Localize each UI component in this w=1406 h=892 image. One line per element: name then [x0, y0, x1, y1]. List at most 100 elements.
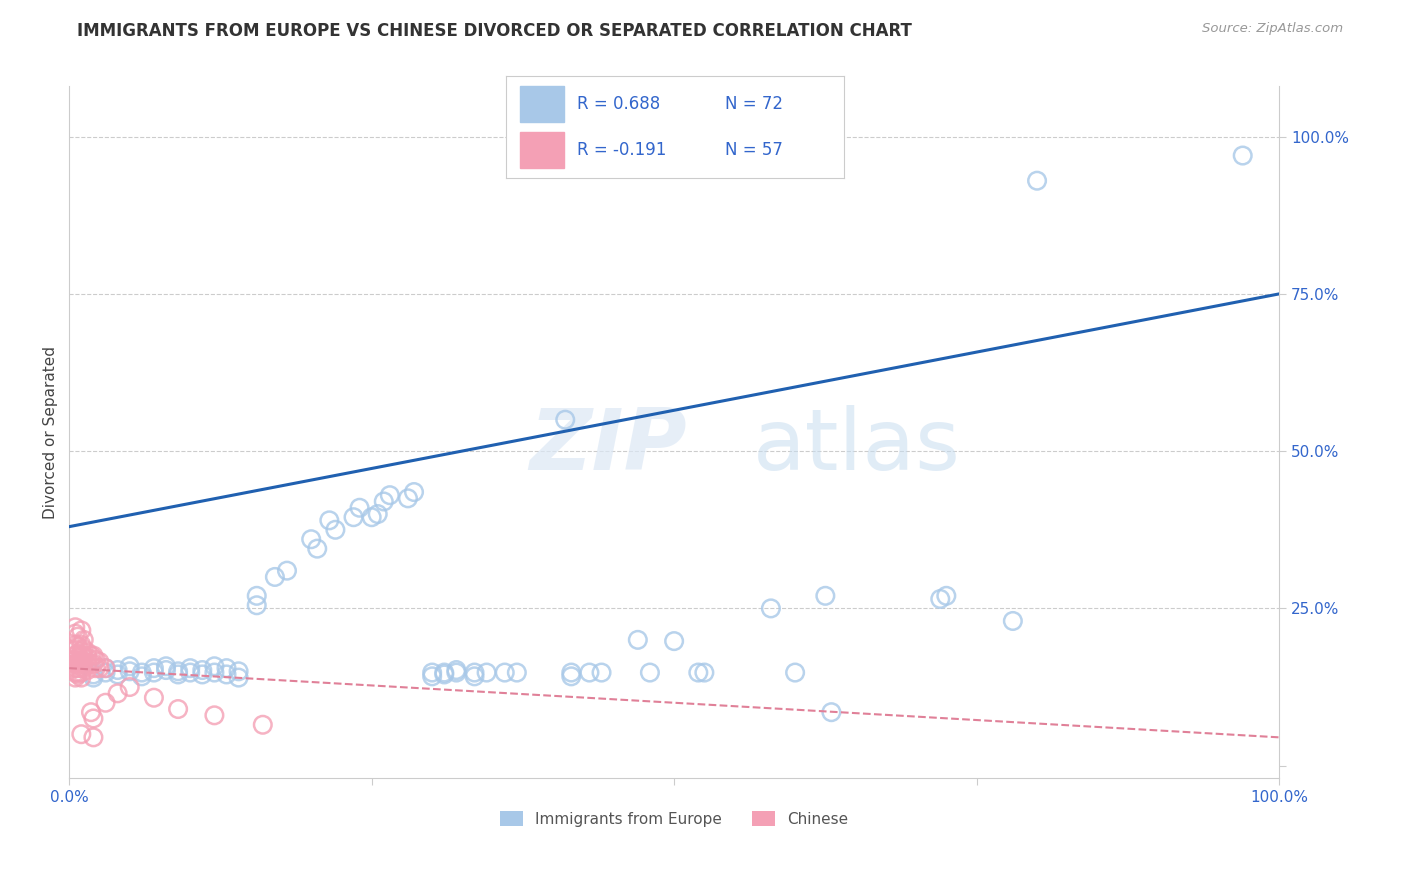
Point: [342, 510, 364, 524]
Point: [84, 653, 107, 667]
Point: [155, 663, 177, 677]
Point: [73, 632, 96, 647]
Point: [378, 488, 401, 502]
Point: [142, 665, 165, 680]
Point: [325, 523, 347, 537]
Point: [70, 624, 93, 638]
Point: [70, 661, 93, 675]
Point: [446, 663, 468, 677]
Point: [202, 665, 225, 680]
Point: [65, 661, 87, 675]
Point: [70, 648, 93, 663]
Point: [252, 718, 274, 732]
Point: [66, 661, 89, 675]
Point: [65, 626, 87, 640]
Text: IMMIGRANTS FROM EUROPE VS CHINESE DIVORCED OR SEPARATED CORRELATION CHART: IMMIGRANTS FROM EUROPE VS CHINESE DIVORC…: [77, 22, 912, 40]
Bar: [520, 87, 564, 122]
Y-axis label: Divorced or Separated: Divorced or Separated: [44, 346, 58, 519]
Point: [73, 655, 96, 669]
Point: [66, 665, 89, 680]
Point: [76, 657, 98, 671]
Point: [70, 665, 93, 680]
Point: [814, 589, 837, 603]
Point: [107, 667, 129, 681]
Point: [82, 667, 104, 681]
Text: R = -0.191: R = -0.191: [576, 141, 666, 159]
Point: [84, 661, 107, 675]
Point: [142, 690, 165, 705]
Point: [402, 485, 425, 500]
Point: [82, 671, 104, 685]
Point: [433, 665, 456, 680]
Point: [307, 541, 329, 556]
Point: [299, 533, 322, 547]
Point: [396, 491, 419, 506]
Point: [70, 644, 93, 658]
Point: [73, 648, 96, 663]
Point: [65, 638, 87, 652]
Point: [215, 667, 238, 681]
Point: [118, 680, 141, 694]
Point: [560, 665, 582, 680]
Point: [65, 642, 87, 657]
Point: [693, 665, 716, 680]
Point: [167, 702, 190, 716]
Point: [65, 665, 87, 680]
Point: [66, 639, 89, 653]
Point: [167, 667, 190, 681]
Point: [73, 661, 96, 675]
Point: [82, 648, 104, 663]
Point: [94, 661, 117, 675]
Point: [202, 708, 225, 723]
Point: [94, 665, 117, 680]
Point: [276, 564, 298, 578]
Point: [65, 620, 87, 634]
Point: [66, 647, 89, 661]
Point: [66, 655, 89, 669]
Point: [107, 686, 129, 700]
Point: [246, 589, 269, 603]
Point: [494, 665, 516, 680]
Text: ZIP: ZIP: [529, 405, 686, 488]
Point: [179, 665, 201, 680]
Point: [179, 661, 201, 675]
Point: [89, 661, 111, 675]
Point: [475, 665, 498, 680]
Text: Source: ZipAtlas.com: Source: ZipAtlas.com: [1202, 22, 1343, 36]
Point: [70, 638, 93, 652]
Point: [82, 657, 104, 671]
Point: [80, 705, 103, 719]
Point: [65, 648, 87, 663]
Point: [785, 665, 807, 680]
Point: [578, 665, 600, 680]
Point: [627, 632, 650, 647]
Point: [228, 665, 250, 679]
Point: [76, 650, 98, 665]
Bar: [520, 132, 564, 168]
Point: [264, 570, 287, 584]
Point: [463, 669, 485, 683]
Point: [662, 634, 685, 648]
Legend: Immigrants from Europe, Chinese: Immigrants from Europe, Chinese: [494, 805, 855, 833]
Point: [820, 705, 842, 719]
Point: [560, 669, 582, 683]
Point: [246, 599, 269, 613]
Point: [202, 659, 225, 673]
Text: R = 0.688: R = 0.688: [576, 95, 661, 113]
Point: [638, 665, 661, 680]
Point: [65, 671, 87, 685]
Point: [82, 711, 104, 725]
Point: [73, 642, 96, 657]
Point: [191, 663, 214, 677]
Point: [191, 667, 214, 681]
Point: [66, 650, 89, 665]
Point: [1026, 174, 1049, 188]
Point: [65, 657, 87, 671]
Point: [76, 645, 98, 659]
Point: [107, 663, 129, 677]
Point: [66, 667, 89, 681]
Point: [759, 601, 782, 615]
Point: [94, 696, 117, 710]
Point: [929, 591, 952, 606]
Point: [70, 657, 93, 671]
